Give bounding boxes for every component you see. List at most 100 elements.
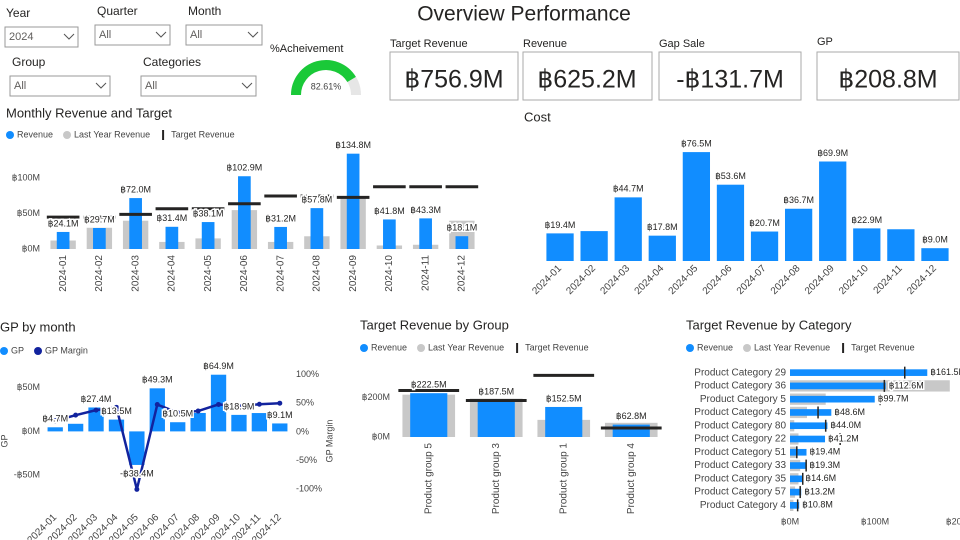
data-label: ฿27.4M [81,394,112,404]
filter-label: Month [188,4,221,18]
data-label: ฿41.8M [374,206,405,216]
filter-value: All [190,29,202,41]
dropdown[interactable] [4,26,79,48]
x-tick-label: 2024-05 [667,263,701,297]
legend-symbol [360,344,368,352]
legend-label: Revenue [371,342,407,352]
data-label: ฿36.7M [783,195,814,205]
card [658,51,802,101]
gauge-label: 82.61% [311,81,342,91]
legend-symbol [63,131,72,139]
x-tick-label: 2024-04 [633,263,667,297]
bar [88,407,104,432]
y-tick-label: Product Category 22 [694,434,786,445]
bar [129,198,142,249]
data-label: ฿112.6M [889,380,924,390]
data-label: ฿4.7M [42,414,68,424]
y-tick-label: -50% [296,455,317,465]
card-value: ฿756.9M [404,66,503,94]
data-label: ฿17.8M [647,222,678,232]
x-tick-label: 2024-08 [312,255,323,292]
data-label: ฿62.8M [616,411,647,421]
card-value: ฿625.2M [537,66,636,94]
chart-title: Target Revenue by Group [360,317,509,332]
bar [419,218,432,249]
data-label: ฿10.5M [162,409,193,419]
bar [272,423,288,432]
legend-symbol [686,344,694,352]
x-tick-label: 2024-02 [94,255,105,292]
data-label: ฿161.5M [930,367,960,377]
legend-label: Last Year Revenue [74,129,150,139]
dropdown[interactable] [9,75,111,97]
dropdown[interactable] [140,75,257,97]
y-tick-label: ฿50M [17,382,40,392]
bar [545,406,583,437]
dropdown[interactable] [185,24,263,46]
filter-label: Categories [143,55,201,69]
y-tick-label: Product Category 51 [694,447,786,458]
legend-label: GP [11,345,24,355]
y-tick-label: 100% [296,369,319,379]
data-label: ฿38.1M [193,208,224,218]
x-tick-label: ฿100M [861,516,889,526]
data-label: ฿187.5M [478,386,514,396]
x-tick-label: 2024-07 [735,263,769,297]
data-label: ฿24.1M [48,218,79,228]
data-label: ฿152.5M [546,393,582,403]
bar [790,435,826,443]
data-label: ฿99.7M [878,394,909,404]
x-tick-label: ฿200M [946,516,960,526]
bar [716,184,745,261]
bar [790,409,832,416]
bar [790,448,807,456]
legend-label: GP Margin [45,345,88,355]
bar [410,393,448,437]
legend-label: Target Revenue [851,342,915,352]
line-point [256,401,262,407]
bar [108,419,125,432]
chart-title: GP by month [0,319,76,334]
chart-title: %Acheivement [270,43,343,55]
bar [853,228,881,261]
y-tick-label: Product Category 36 [694,381,786,392]
bar [790,422,828,430]
bar [455,236,469,249]
data-label: ฿64.9M [203,361,234,371]
bar [477,400,515,437]
line-point [113,404,119,410]
data-label: ฿19.3M [809,460,840,470]
bar [201,222,215,249]
legend-symbol [0,347,8,355]
bar [790,475,803,483]
gauge-value [291,60,356,96]
chart-title: Monthly Revenue and Target [6,105,172,120]
data-label: ฿31.2M [265,213,296,223]
filter-value: All [14,80,26,92]
card-value: ฿208.8M [838,66,937,94]
data-label: ฿44.0M [830,420,861,430]
data-label: ฿19.4M [545,220,576,230]
bar [790,382,886,390]
bar [238,176,251,249]
bar [887,229,915,261]
x-tick-label: 2024-12 [457,255,468,292]
legend-label: Target Revenue [171,129,235,139]
page-title: Overview Performance [417,3,631,26]
dropdown[interactable] [94,24,171,46]
y2-axis-title: GP Margin [324,420,334,463]
x-tick-label: 2024-01 [58,255,69,292]
line [54,401,280,490]
x-tick-label: 2024-09 [803,263,837,297]
y-tick-label: Product Category 29 [694,367,786,378]
bar [750,231,779,261]
y-tick-label: Product Category 5 [700,394,787,405]
data-label: ฿13.2M [804,486,835,496]
bar [93,227,106,249]
data-label: ฿72.0M [120,184,151,194]
line-point [134,486,140,492]
legend-label: Target Revenue [525,342,589,352]
x-tick-label: 2024-10 [837,263,871,297]
legend-symbol [34,347,43,355]
